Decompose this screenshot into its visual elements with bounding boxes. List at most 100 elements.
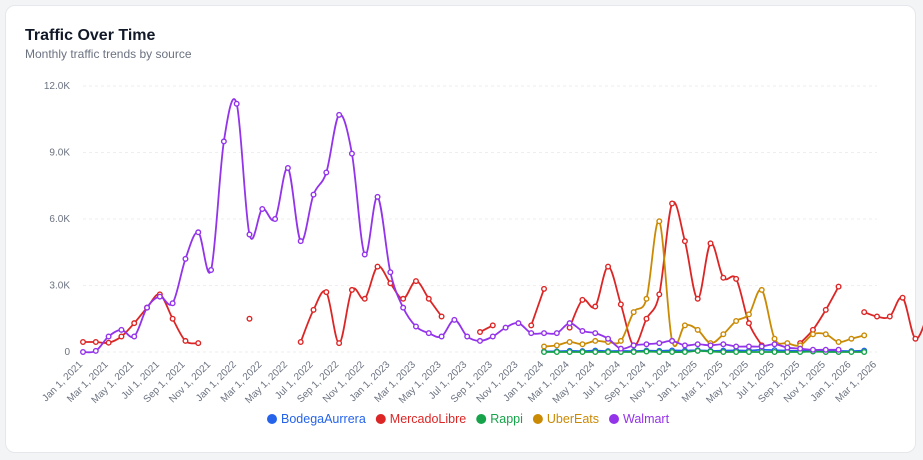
data-point-walmart[interactable] [208,266,215,273]
data-point-walmart[interactable] [195,229,202,236]
data-point-ubereats[interactable] [733,317,740,324]
data-point-rappi[interactable] [592,349,599,356]
data-point-walmart[interactable] [617,345,624,352]
data-point-mercadolibre[interactable] [361,295,368,302]
data-point-walmart[interactable] [451,316,458,323]
data-point-mercadolibre[interactable] [310,306,317,313]
data-point-mercadolibre[interactable] [182,337,189,344]
data-point-walmart[interactable] [630,342,637,349]
data-point-mercadolibre[interactable] [861,309,868,316]
data-point-mercadolibre[interactable] [835,283,842,290]
data-point-walmart[interactable] [822,346,829,353]
data-point-walmart[interactable] [566,320,573,327]
data-point-walmart[interactable] [579,327,586,334]
data-point-mercadolibre[interactable] [118,333,125,340]
data-point-walmart[interactable] [297,238,304,245]
data-point-ubereats[interactable] [643,295,650,302]
data-point-mercadolibre[interactable] [528,322,535,329]
data-point-ubereats[interactable] [566,339,573,346]
data-point-walmart[interactable] [733,343,740,350]
data-point-walmart[interactable] [515,320,522,327]
data-point-walmart[interactable] [669,337,676,344]
data-point-walmart[interactable] [809,346,816,353]
data-point-walmart[interactable] [220,138,227,145]
data-point-mercadolibre[interactable] [874,313,881,320]
data-point-mercadolibre[interactable] [79,339,86,346]
data-point-rappi[interactable] [771,349,778,356]
data-point-ubereats[interactable] [822,331,829,338]
data-point-mercadolibre[interactable] [425,295,432,302]
data-point-walmart[interactable] [438,333,445,340]
legend-label-walmart[interactable]: Walmart [623,412,670,426]
data-point-mercadolibre[interactable] [669,200,676,207]
data-point-mercadolibre[interactable] [336,340,343,347]
data-point-walmart[interactable] [131,333,138,340]
data-point-ubereats[interactable] [835,339,842,346]
data-point-walmart[interactable] [118,326,125,333]
data-point-ubereats[interactable] [579,341,586,348]
data-point-walmart[interactable] [656,340,663,347]
data-point-walmart[interactable] [643,341,650,348]
data-point-walmart[interactable] [592,330,599,337]
data-point-walmart[interactable] [323,169,330,176]
data-point-mercadolibre[interactable] [886,313,893,320]
data-point-walmart[interactable] [259,206,266,213]
data-point-walmart[interactable] [553,330,560,337]
data-point-rappi[interactable] [848,349,855,356]
data-point-walmart[interactable] [348,150,355,157]
data-point-ubereats[interactable] [630,309,637,316]
data-point-walmart[interactable] [79,349,86,356]
data-point-mercadolibre[interactable] [733,275,740,282]
data-point-walmart[interactable] [284,165,291,172]
data-point-walmart[interactable] [246,231,253,238]
data-point-rappi[interactable] [707,348,714,355]
data-point-walmart[interactable] [310,191,317,198]
data-point-ubereats[interactable] [541,343,548,350]
data-point-rappi[interactable] [733,349,740,356]
data-point-mercadolibre[interactable] [592,303,599,310]
data-point-walmart[interactable] [182,255,189,262]
data-point-rappi[interactable] [605,349,612,356]
data-point-rappi[interactable] [861,349,868,356]
data-point-walmart[interactable] [541,330,548,337]
data-point-mercadolibre[interactable] [617,301,624,308]
data-point-rappi[interactable] [541,349,548,356]
data-point-ubereats[interactable] [592,337,599,344]
data-point-ubereats[interactable] [848,335,855,342]
data-point-mercadolibre[interactable] [541,285,548,292]
data-point-walmart[interactable] [169,300,176,307]
data-point-walmart[interactable] [707,342,714,349]
data-point-rappi[interactable] [758,349,765,356]
data-point-walmart[interactable] [720,341,727,348]
data-point-walmart[interactable] [694,341,701,348]
data-point-mercadolibre[interactable] [605,263,612,270]
data-point-mercadolibre[interactable] [105,339,112,346]
data-point-ubereats[interactable] [758,286,765,293]
data-point-mercadolibre[interactable] [246,315,253,322]
data-point-rappi[interactable] [669,349,676,356]
data-point-walmart[interactable] [771,341,778,348]
data-point-ubereats[interactable] [553,342,560,349]
data-point-walmart[interactable] [272,215,279,222]
data-point-rappi[interactable] [566,349,573,356]
data-point-mercadolibre[interactable] [489,322,496,329]
data-point-walmart[interactable] [156,293,163,300]
legend-marker-rappi[interactable] [476,414,487,424]
data-point-mercadolibre[interactable] [348,286,355,293]
data-point-mercadolibre[interactable] [694,295,701,302]
data-point-mercadolibre[interactable] [477,329,484,336]
data-point-rappi[interactable] [745,349,752,356]
data-point-ubereats[interactable] [694,326,701,333]
legend-marker-ubereats[interactable] [532,414,543,424]
data-point-walmart[interactable] [144,304,151,311]
data-point-ubereats[interactable] [720,331,727,338]
data-point-rappi[interactable] [656,349,663,356]
data-point-walmart[interactable] [835,346,842,353]
data-point-ubereats[interactable] [681,322,688,329]
data-point-mercadolibre[interactable] [643,315,650,322]
data-point-mercadolibre[interactable] [707,240,714,247]
data-point-walmart[interactable] [758,343,765,350]
data-point-mercadolibre[interactable] [169,315,176,322]
data-point-mercadolibre[interactable] [195,340,202,347]
legend-label-rappi[interactable]: Rappi [490,412,523,426]
